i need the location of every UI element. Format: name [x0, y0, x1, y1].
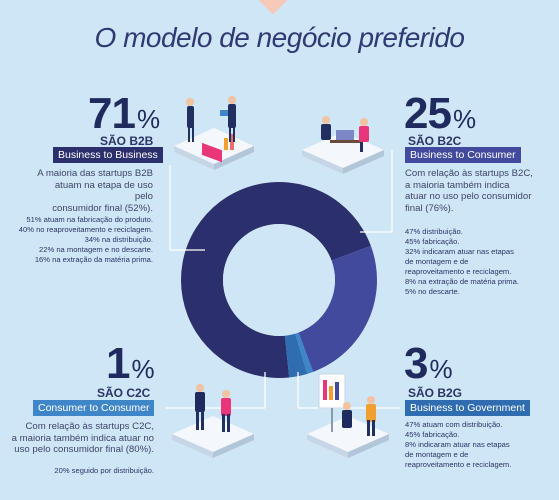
c2c-illustration	[172, 384, 254, 458]
b2c-percent: 25%	[404, 89, 476, 138]
top-tab-decoration	[257, 0, 289, 15]
b2c-badge: Business to Consumer	[405, 147, 521, 163]
b2b-description: A maioria das startups B2B atuam na etap…	[37, 168, 153, 214]
donut-slice-c2c	[295, 332, 314, 374]
b2g-percent: 3%	[404, 339, 453, 388]
b2b-illustration	[174, 96, 254, 170]
c2c-label: SÃO C2C	[97, 386, 151, 400]
b2g-badge: Business to Government	[405, 400, 530, 416]
b2g-details: 47% atuam com distribuição. 45% fabricaç…	[405, 420, 512, 469]
b2c-description: Com relação às startups B2C, a maioria t…	[405, 168, 533, 214]
c2c-badge: Consumer to Consumer	[33, 400, 155, 416]
b2g-illustration	[307, 373, 389, 458]
b2b-percent: 71%	[88, 89, 160, 138]
b2b-details: 51% atuam na fabricação do produto. 40% …	[18, 215, 153, 264]
page-title: O modelo de negócio preferido	[94, 22, 465, 53]
c2c-description: Com relação às startups C2C, a maioria t…	[11, 421, 154, 456]
b2b-badge: Business to Business	[53, 147, 163, 163]
b2g-label: SÃO B2G	[408, 386, 463, 400]
donut-slice-b2g	[284, 333, 308, 378]
b2b-label: SÃO B2B	[100, 134, 154, 148]
c2c-percent: 1%	[106, 339, 155, 388]
b2c-details: 47% distribuição. 45% fabricação. 32% in…	[405, 227, 519, 296]
b2c-label: SÃO B2C	[408, 134, 462, 148]
c2c-details: 20% seguido por distribuição.	[54, 466, 154, 475]
donut-hole	[223, 224, 335, 336]
donut-slice-b2b	[181, 182, 371, 378]
b2c-illustration	[302, 116, 384, 174]
donut-slice-b2c	[298, 245, 377, 372]
